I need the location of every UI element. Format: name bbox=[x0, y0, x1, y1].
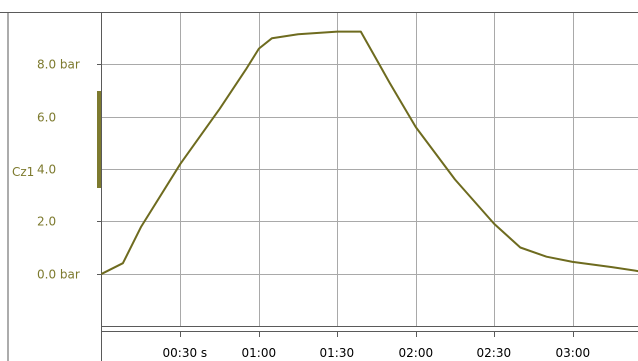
x-tick-label: 01:30 bbox=[320, 346, 355, 360]
y-tick-label: 2.0 bbox=[37, 215, 56, 229]
series-line bbox=[101, 30, 638, 275]
x-tick-label: 02:00 bbox=[399, 346, 434, 360]
x-tick-label: 01:00 bbox=[242, 346, 277, 360]
x-tick-labels: 00:30 s 01:00 01:30 02:00 02:30 03:00 bbox=[163, 346, 591, 360]
y-axis-label: Cz1 bbox=[12, 165, 34, 179]
series-layer bbox=[101, 30, 638, 275]
x-tick-label: 02:30 bbox=[477, 346, 512, 360]
grid-layer bbox=[97, 12, 638, 337]
x-tick-label: 03:00 bbox=[556, 346, 591, 360]
y-tick-label: 4.0 bbox=[37, 163, 56, 177]
axis-scroll-handle[interactable] bbox=[97, 91, 101, 188]
y-tick-label: 0.0 bar bbox=[37, 268, 80, 282]
y-tick-label: 6.0 bbox=[37, 111, 56, 125]
y-tick-label: 8.0 bar bbox=[37, 58, 80, 72]
x-tick-label: 00:30 s bbox=[163, 346, 208, 360]
y-tick-labels: 8.0 bar 6.0 4.0 2.0 0.0 bar bbox=[37, 58, 80, 282]
